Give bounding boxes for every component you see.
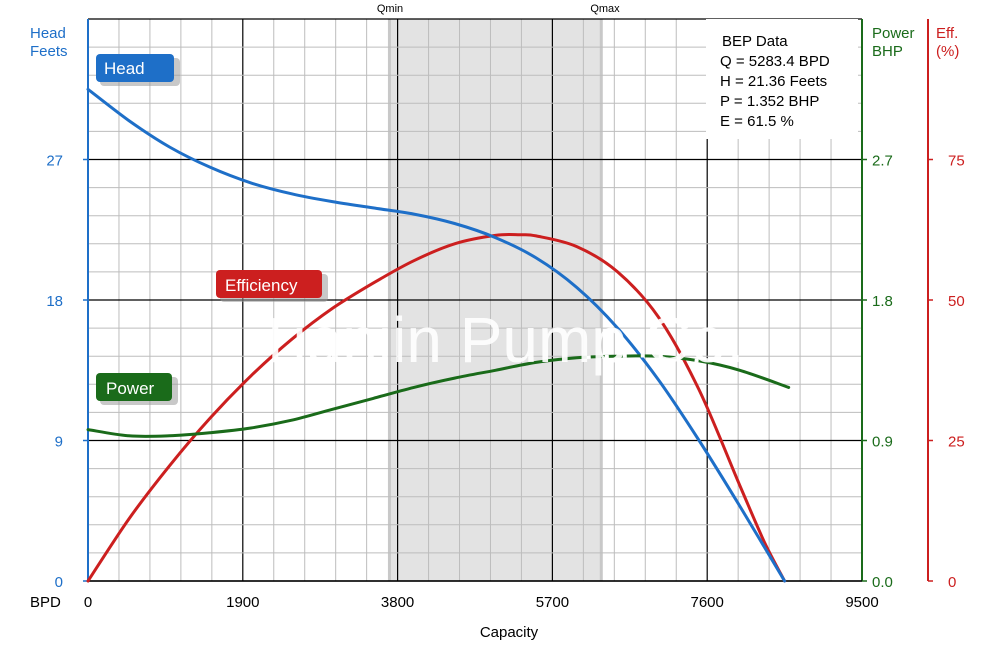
head-axis-title-line2: Feets	[30, 43, 68, 60]
series-label-power-text: Power	[106, 379, 155, 398]
power-axis-title-line2: BHP	[872, 43, 903, 60]
series-line-head	[86, 87, 787, 583]
series-label-head: Head	[96, 54, 180, 86]
efficiency-tick-label: 25	[948, 434, 965, 451]
bep-line-q: Q = 5283.4 BPD	[720, 53, 830, 70]
efficiency-axis-title-line2: (%)	[936, 43, 959, 60]
bep-line-e: E = 61.5 %	[720, 113, 794, 130]
chart-axes: 0 1900 3800 5700 7600 9500 0 9 18 27 0.0 0.9 1.8 2.7 0…	[46, 19, 965, 611]
efficiency-tick-label: 0	[948, 574, 956, 591]
x-tick-label: 0	[84, 594, 92, 611]
series-label-power: Power	[96, 373, 178, 405]
watermark-text: Tianjin Pump Co.	[256, 304, 745, 376]
efficiency-tick-label: 50	[948, 293, 965, 310]
head-axis-title-line1: Head	[30, 25, 66, 42]
x-unit-label: BPD	[30, 594, 61, 611]
series-label-head-text: Head	[104, 59, 145, 78]
bep-line-h: H = 21.36 Feets	[720, 73, 827, 90]
power-axis-title-line1: Power	[872, 25, 915, 42]
efficiency-axis-title-line1: Eff.	[936, 25, 958, 42]
x-tick-label: 5700	[536, 594, 569, 611]
efficiency-tick-label: 75	[948, 153, 965, 170]
x-tick-label: 3800	[381, 594, 414, 611]
bep-data-box: BEP Data Q = 5283.4 BPD H = 21.36 Feets …	[706, 19, 858, 139]
series-label-efficiency-text: Efficiency	[225, 276, 298, 295]
head-tick-label: 18	[46, 293, 63, 310]
qmax-label: Qmax	[590, 3, 620, 15]
power-tick-label: 1.8	[872, 293, 893, 310]
power-tick-label: 0.9	[872, 434, 893, 451]
power-tick-label: 0.0	[872, 574, 893, 591]
bep-line-p: P = 1.352 BHP	[720, 93, 819, 110]
series-line-efficiency	[86, 233, 787, 583]
head-tick-label: 0	[55, 574, 63, 591]
bep-box-background	[706, 19, 858, 139]
head-tick-label: 9	[55, 434, 63, 451]
series-curves	[86, 87, 791, 583]
bep-title: BEP Data	[722, 33, 788, 50]
x-tick-label: 1900	[226, 594, 259, 611]
qmin-label: Qmin	[377, 3, 403, 15]
power-tick-label: 2.7	[872, 153, 893, 170]
x-tick-label: 9500	[845, 594, 878, 611]
x-tick-label: 7600	[691, 594, 724, 611]
series-label-efficiency: Efficiency	[216, 270, 328, 302]
x-axis-title: Capacity	[480, 624, 539, 641]
head-tick-label: 27	[46, 153, 63, 170]
